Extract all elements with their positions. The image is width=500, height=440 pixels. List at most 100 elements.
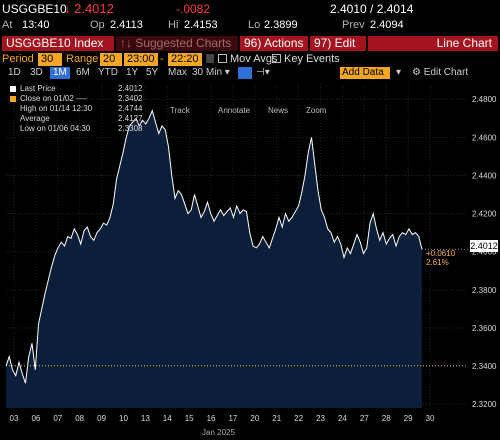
tab-1m[interactable]: 1M [50,67,70,79]
x-tick-label: 20 [250,414,259,423]
legend-low: Low on 01/06 04:30 2.3308 [10,124,150,134]
range-controls: Period 30 Range 20 23:00 - 22:20 Mov Avg… [0,52,500,66]
range-to-input[interactable]: 22:20 [168,53,202,66]
chart-toolbar: USGGBE10 Index ↑↓ Suggested Charts 96) A… [0,35,500,65]
open-value: 2.4113 [110,19,143,31]
prev-value: 2.4094 [370,19,404,31]
zoom-tool[interactable]: Zoom [306,106,327,115]
mov-avgs-checkbox[interactable] [218,54,227,63]
key-events-checkbox[interactable] [272,54,281,63]
legend-value: 2.4744 [118,104,143,113]
x-tick-label: 10 [119,414,128,423]
legend-value: 2.4012 [118,84,143,93]
y-tick-label: 2.4000 [472,248,497,257]
tab-1d[interactable]: 1D [8,67,21,78]
annotate-tool[interactable]: Annotate [218,106,251,115]
tab-1y[interactable]: 1Y [126,67,139,78]
tab-ytd[interactable]: YTD [98,67,118,78]
y-tick-label: 2.4600 [472,133,497,142]
low-label: Lo [248,19,261,31]
key-events-label: Key Events [284,53,340,65]
legend-label: Low on 01/06 04:30 [20,124,91,133]
change-tag: +0.0610 [426,249,456,258]
x-tick-label: 15 [185,414,194,423]
x-tick-label: 07 [53,414,62,423]
price-change: -.0082 [176,2,211,16]
legend-last-price: Last Price 2.4012 [10,84,150,94]
tab-6m[interactable]: 6M [76,67,90,78]
x-tick-label: 21 [272,414,281,423]
y-tick-label: 2.4800 [472,95,497,104]
chart-legend: Last Price 2.4012 Close on 01/02 ---- 2.… [10,84,150,134]
at-time: 13:40 [22,19,50,31]
quote-stats: At 13:40 Op 2.4113 Hi 2.4153 Lo 2.3899 P… [0,18,500,34]
suggested-charts-button[interactable]: ↑↓ Suggested Charts [116,36,238,51]
x-tick-label: 14 [163,414,172,423]
low-value: 2.3899 [264,19,298,31]
legend-swatch-orange [10,96,16,102]
range-days-input[interactable]: 20 [100,53,122,66]
line-chart-title: Line Chart [368,36,498,51]
x-tick-label: 16 [207,414,216,423]
prev-label: Prev [342,19,365,31]
change-pct-tag: 2.61% [426,258,449,267]
tab-3d[interactable]: 3D [30,67,43,78]
x-tick-label: 03 [10,414,19,423]
mov-avgs-label: Mov Avgs [230,53,278,65]
news-tool[interactable]: News [268,106,289,115]
price-area [6,110,422,409]
chart-type-icon[interactable]: ⊣▾ [256,67,270,78]
range-label: Range [66,53,99,65]
index-button[interactable]: USGGBE10 Index [2,36,114,51]
calendar-icon[interactable] [206,54,214,63]
y-tick-label: 2.3200 [472,400,497,409]
ticker-symbol: USGGBE10 [2,2,67,16]
legend-high: High on 01/14 12:30 2.4744 [10,104,150,114]
range-from-input[interactable]: 23:00 [124,53,158,66]
last-price: ↓ 2.4012 [64,1,114,16]
interval-select[interactable]: 30 Min ▾ [192,67,230,78]
add-data-dropdown-icon[interactable]: ▾ [396,67,402,78]
legend-close: Close on 01/02 ---- 2.3402 [10,94,150,104]
legend-average: Average 2.4127 [10,114,150,124]
x-tick-label: 08 [75,414,84,423]
x-tick-label: 13 [141,414,150,423]
x-tick-label: 22 [294,414,303,423]
price-line [5,109,423,384]
x-tick-label: 27 [360,414,369,423]
x-tick-label: 09 [97,414,106,423]
legend-label: Close on 01/02 ---- [20,94,87,103]
legend-value: 2.4127 [118,114,143,123]
bid-ask: 2.4010 / 2.4014 [330,2,414,16]
y-tick-label: 2.3800 [472,286,497,295]
open-label: Op [90,19,105,31]
period-input[interactable]: 30 [38,53,62,66]
quote-header: USGGBE10 ↓ 2.4012 -.0082 2.4010 / 2.4014 [0,0,500,18]
at-label: At [2,19,13,31]
tab-max[interactable]: Max [168,67,187,78]
legend-value: 2.3402 [118,94,143,103]
last-price-tag: 2.4012 [470,240,498,252]
x-tick-label: 24 [338,414,347,423]
x-tick-label: 17 [228,414,237,423]
tab-5y[interactable]: 5Y [146,67,159,78]
y-tick-label: 2.4400 [472,171,497,180]
add-data-input[interactable]: Add Data [340,67,390,79]
y-tick-label: 2.3600 [472,324,497,333]
legend-label: Last Price [20,84,56,93]
x-tick-label: 30 [426,414,435,423]
legend-label: High on 01/14 12:30 [20,104,93,113]
x-tick-label: 06 [31,414,40,423]
actions-menu[interactable]: 96) Actions ▾ [240,36,308,65]
high-value: 2.4153 [184,19,218,31]
x-tick-label: 23 [316,414,325,423]
range-separator: - [160,53,164,65]
legend-swatch-white [10,86,16,92]
y-tick-label: 2.4200 [472,210,497,219]
line-style-icon[interactable] [238,67,252,79]
edit-chart-button[interactable]: ⚙ Edit Chart [412,67,469,78]
timeframe-bar: 1D 3D 1M 6M YTD 1Y 5Y Max 30 Min ▾ ⊣▾ Ad… [0,66,500,79]
track-tool[interactable]: Track [170,106,190,115]
period-label: Period [2,53,34,65]
